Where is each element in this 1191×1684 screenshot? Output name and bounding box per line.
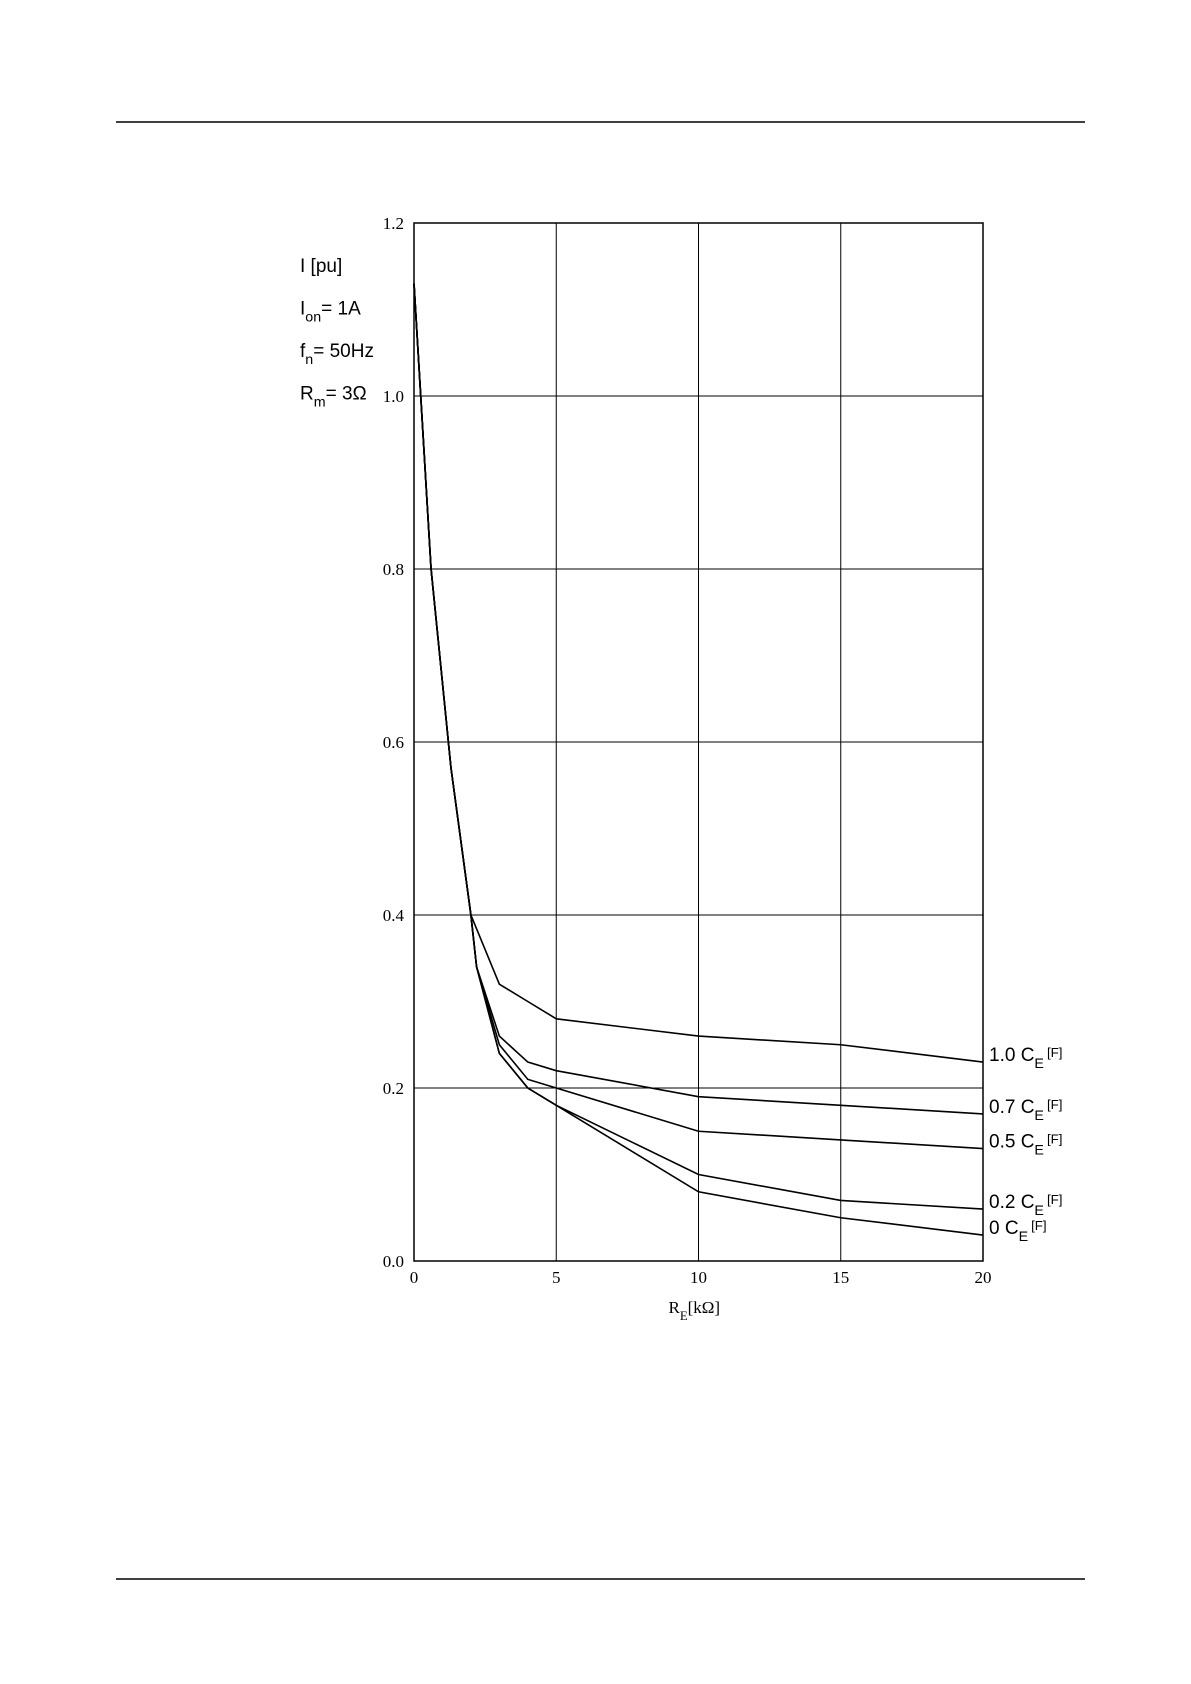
series-label-name: 1.0 C — [989, 1045, 1034, 1066]
series-label: 1.0 CE[F] — [989, 1045, 1062, 1072]
series-label-unit: [F] — [1047, 1097, 1063, 1112]
y-tick-label: 0.6 — [383, 733, 404, 752]
series-label-sub: E — [1019, 1229, 1029, 1245]
series-label-name: 0.5 C — [989, 1132, 1034, 1153]
series-label-unit: [F] — [1047, 1132, 1063, 1147]
series-label-sub: E — [1034, 1056, 1044, 1072]
y-tick-label: 0.8 — [383, 560, 404, 579]
y-tick-label: 0.2 — [383, 1079, 404, 1098]
series-label: 0.5 CE[F] — [989, 1132, 1062, 1159]
y-tick-label: 1.2 — [383, 214, 404, 233]
x-tick-label: 15 — [832, 1268, 849, 1287]
annotation-rest: = 50Hz — [313, 341, 374, 362]
series-label-unit: [F] — [1031, 1218, 1047, 1233]
x-axis-label-main: R — [669, 1298, 681, 1317]
x-tick-label: 0 — [410, 1268, 419, 1287]
series-label: 0.7 CE[F] — [989, 1097, 1062, 1124]
annotation-main: f — [300, 341, 306, 362]
x-axis-label-sub: E — [680, 1309, 688, 1323]
x-tick-label: 5 — [552, 1268, 561, 1287]
y-tick-label: 0.0 — [383, 1252, 404, 1271]
x-tick-label: 10 — [690, 1268, 707, 1287]
annotation-main: R — [300, 384, 314, 405]
annotation-main: I — [300, 299, 305, 320]
series-label-unit: [F] — [1047, 1045, 1063, 1060]
series-label-sub: E — [1034, 1108, 1044, 1124]
annotation-sub: on — [305, 310, 321, 326]
annotation-main: I [pu] — [300, 256, 342, 277]
annotation-sub: m — [314, 395, 326, 411]
y-tick-label: 0.4 — [383, 906, 405, 925]
x-tick-label: 20 — [975, 1268, 992, 1287]
annotation: I [pu] — [300, 256, 342, 277]
series-label-name: 0.2 C — [989, 1192, 1034, 1213]
series-label: 0 CE[F] — [989, 1218, 1047, 1245]
series-label-name: 0.7 C — [989, 1097, 1034, 1118]
annotation-rest: = 3Ω — [326, 384, 367, 405]
series-label-unit: [F] — [1047, 1192, 1063, 1207]
series-label-sub: E — [1034, 1203, 1044, 1219]
x-axis-label-rest: [kΩ] — [688, 1298, 720, 1317]
annotation: Ion= 1A — [300, 299, 361, 326]
annotation: fn= 50Hz — [300, 341, 374, 368]
plot-frame — [413, 222, 984, 1262]
series-label-sub: E — [1034, 1143, 1044, 1159]
series-label-name: 0 C — [989, 1218, 1019, 1239]
series-label: 0.2 CE[F] — [989, 1192, 1062, 1219]
annotation-rest: = 1A — [321, 299, 361, 320]
y-tick-label: 1.0 — [383, 387, 404, 406]
annotation-sub: n — [305, 352, 313, 368]
annotation: Rm= 3Ω — [300, 384, 367, 411]
series-line — [413, 283, 984, 1236]
x-axis-label: RE[kΩ] — [669, 1298, 721, 1323]
